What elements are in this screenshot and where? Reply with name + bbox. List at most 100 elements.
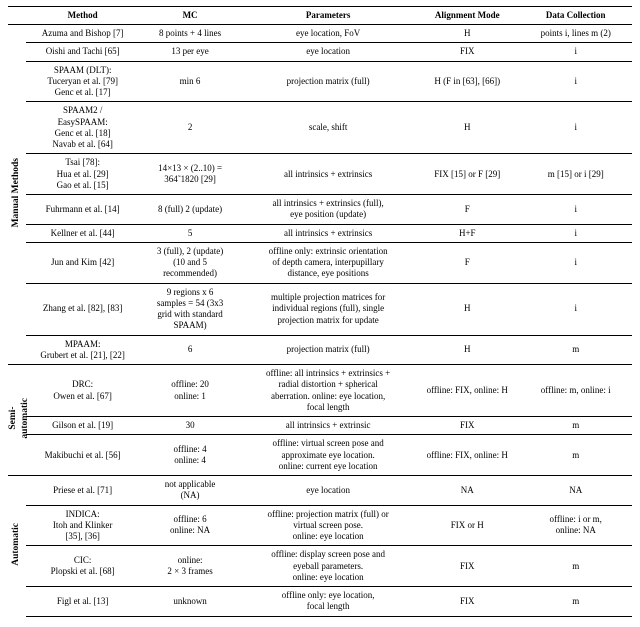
table-row: Oishi and Tachi [65]13 per eyeeye locati…	[8, 43, 632, 61]
cell-method: MPAAM:Grubert et al. [21], [22]	[26, 335, 139, 365]
header-align: Alignment Mode	[415, 7, 519, 25]
cell-mc: offline: 4online: 4	[139, 435, 241, 476]
cell-method: Priese et al. [71]	[26, 476, 139, 506]
header-category	[8, 7, 26, 25]
cell-method: Fuhrmann et al. [14]	[26, 195, 139, 225]
cell-params: all intrinsics + extrinsics	[241, 224, 415, 242]
cell-mc: 8 (full) 2 (update)	[139, 195, 241, 225]
cell-method: Azuma and Bishop [7]	[26, 25, 139, 43]
table-row: INDICA:Itoh and Klinker[35], [36]offline…	[8, 505, 632, 546]
cell-data: i	[519, 102, 632, 154]
cell-align: FIX	[415, 587, 519, 617]
cell-align: FIX [15] or F [29]	[415, 154, 519, 195]
cell-mc: min 6	[139, 61, 241, 102]
cell-align: offline: FIX, online: H	[415, 365, 519, 417]
cell-data: m	[519, 546, 632, 587]
group-label: Automatic	[8, 476, 26, 617]
header-row: Method MC Parameters Alignment Mode Data…	[8, 7, 632, 25]
cell-mc: 3 (full), 2 (update)(10 and 5recommended…	[139, 242, 241, 283]
header-mc: MC	[139, 7, 241, 25]
table-row: Gilson et al. [19]30all intrinsics + ext…	[8, 417, 632, 435]
cell-data: m [15] or i [29]	[519, 154, 632, 195]
cell-mc: 13 per eye	[139, 43, 241, 61]
cell-mc: offline: 20online: 1	[139, 365, 241, 417]
cell-align: H	[415, 283, 519, 335]
cell-align: FIX	[415, 546, 519, 587]
cell-data: i	[519, 43, 632, 61]
table-row: Manual MethodsAzuma and Bishop [7]8 poin…	[8, 25, 632, 43]
cell-align: FIX	[415, 43, 519, 61]
cell-align: offline: FIX, online: H	[415, 435, 519, 476]
table-row: AutomaticPriese et al. [71]not applicabl…	[8, 476, 632, 506]
cell-params: all intrinsics + extrinsics (full),eye p…	[241, 195, 415, 225]
cell-align: H	[415, 102, 519, 154]
cell-mc: offline: 6online: NA	[139, 505, 241, 546]
cell-align: H+F	[415, 224, 519, 242]
table-row: Fuhrmann et al. [14]8 (full) 2 (update)a…	[8, 195, 632, 225]
table-row: SPAAM (DLT):Tuceryan et al. [79]Genc et …	[8, 61, 632, 102]
cell-method: Tsai [78]:Hua et al. [29]Gao et al. [15]	[26, 154, 139, 195]
cell-method: CIC:Plopski et al. [68]	[26, 546, 139, 587]
cell-method: DRC:Owen et al. [67]	[26, 365, 139, 417]
cell-data: offline: m, online: i	[519, 365, 632, 417]
cell-method: SPAAM (DLT):Tuceryan et al. [79]Genc et …	[26, 61, 139, 102]
table-row: CIC:Plopski et al. [68]online:2 × 3 fram…	[8, 546, 632, 587]
cell-data: m	[519, 335, 632, 365]
cell-align: F	[415, 195, 519, 225]
cell-mc: 8 points + 4 lines	[139, 25, 241, 43]
cell-mc: not applicable(NA)	[139, 476, 241, 506]
cell-params: offline: display screen pose andeyeball …	[241, 546, 415, 587]
cell-align: H	[415, 25, 519, 43]
cell-data: m	[519, 435, 632, 476]
cell-mc: 9 regions x 6samples = 54 (3x3grid with …	[139, 283, 241, 335]
group-label: Semi-automatic	[8, 365, 26, 476]
cell-params: projection matrix (full)	[241, 335, 415, 365]
cell-params: eye location	[241, 43, 415, 61]
cell-params: offline: projection matrix (full) orvirt…	[241, 505, 415, 546]
table-row: Zhang et al. [82], [83]9 regions x 6samp…	[8, 283, 632, 335]
cell-method: Gilson et al. [19]	[26, 417, 139, 435]
header-data: Data Collection	[519, 7, 632, 25]
table-row: Tsai [78]:Hua et al. [29]Gao et al. [15]…	[8, 154, 632, 195]
cell-data: m	[519, 417, 632, 435]
comparison-table: Method MC Parameters Alignment Mode Data…	[8, 6, 632, 617]
table-row: Semi-automaticDRC:Owen et al. [67]offlin…	[8, 365, 632, 417]
cell-params: offline: all intrinsics + extrinsics +ra…	[241, 365, 415, 417]
cell-method: Zhang et al. [82], [83]	[26, 283, 139, 335]
group-label: Manual Methods	[8, 25, 26, 365]
cell-method: Makibuchi et al. [56]	[26, 435, 139, 476]
cell-mc: 14×13 × (2..10) =364˜1820 [29]	[139, 154, 241, 195]
cell-data: m	[519, 587, 632, 617]
table-row: Makibuchi et al. [56]offline: 4online: 4…	[8, 435, 632, 476]
cell-mc: 5	[139, 224, 241, 242]
cell-data: NA	[519, 476, 632, 506]
cell-data: i	[519, 61, 632, 102]
cell-align: H	[415, 335, 519, 365]
cell-align: H (F in [63], [66])	[415, 61, 519, 102]
cell-params: multiple projection matrices forindividu…	[241, 283, 415, 335]
cell-data: i	[519, 283, 632, 335]
table-row: SPAAM2 /EasySPAAM:Genc et al. [18]Navab …	[8, 102, 632, 154]
cell-mc: online:2 × 3 frames	[139, 546, 241, 587]
header-method: Method	[26, 7, 139, 25]
cell-params: all intrinsics + extrinsic	[241, 417, 415, 435]
cell-params: offline only: extrinsic orientationof de…	[241, 242, 415, 283]
header-params: Parameters	[241, 7, 415, 25]
cell-mc: unknown	[139, 587, 241, 617]
cell-data: points i, lines m (2)	[519, 25, 632, 43]
cell-align: F	[415, 242, 519, 283]
cell-method: SPAAM2 /EasySPAAM:Genc et al. [18]Navab …	[26, 102, 139, 154]
cell-params: scale, shift	[241, 102, 415, 154]
cell-method: Oishi and Tachi [65]	[26, 43, 139, 61]
cell-method: INDICA:Itoh and Klinker[35], [36]	[26, 505, 139, 546]
cell-data: offline: i or m,online: NA	[519, 505, 632, 546]
cell-method: Kellner et al. [44]	[26, 224, 139, 242]
cell-data: i	[519, 224, 632, 242]
cell-params: eye location	[241, 476, 415, 506]
cell-align: NA	[415, 476, 519, 506]
cell-mc: 2	[139, 102, 241, 154]
cell-data: i	[519, 195, 632, 225]
cell-align: FIX	[415, 417, 519, 435]
cell-params: offline: virtual screen pose andapproxim…	[241, 435, 415, 476]
table-row: MPAAM:Grubert et al. [21], [22]6projecti…	[8, 335, 632, 365]
